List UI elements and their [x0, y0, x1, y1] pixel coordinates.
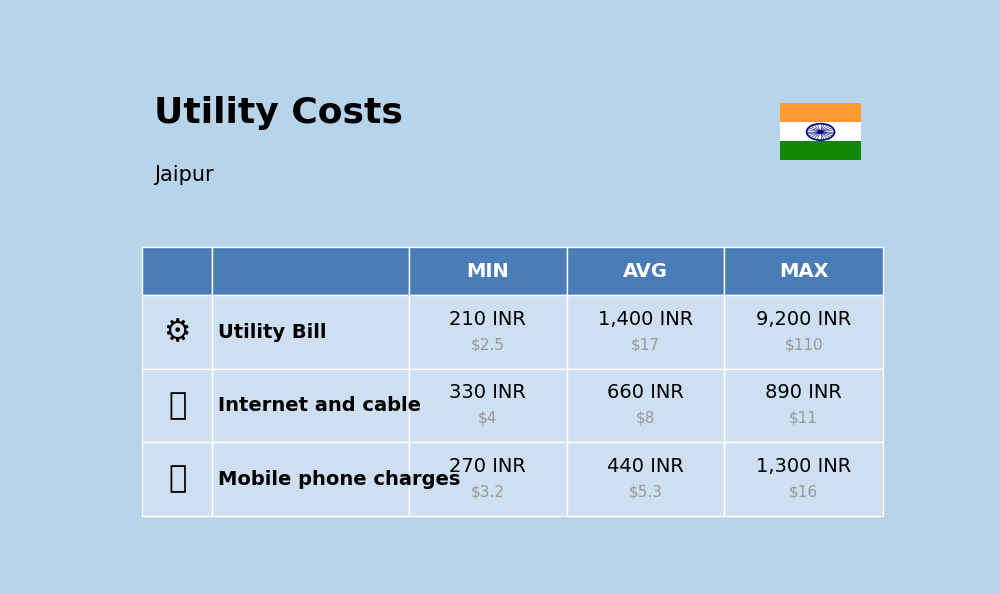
- Text: Utility Bill: Utility Bill: [218, 323, 327, 342]
- FancyBboxPatch shape: [567, 443, 724, 516]
- Text: MIN: MIN: [466, 262, 509, 281]
- Text: 660 INR: 660 INR: [607, 383, 684, 402]
- Text: 210 INR: 210 INR: [449, 310, 526, 329]
- FancyBboxPatch shape: [724, 295, 883, 369]
- FancyBboxPatch shape: [409, 295, 567, 369]
- Text: MAX: MAX: [779, 262, 828, 281]
- FancyBboxPatch shape: [212, 443, 409, 516]
- FancyBboxPatch shape: [142, 247, 212, 295]
- Text: 270 INR: 270 INR: [449, 457, 526, 476]
- Text: $110: $110: [784, 337, 823, 352]
- FancyBboxPatch shape: [212, 369, 409, 443]
- Text: 440 INR: 440 INR: [607, 457, 684, 476]
- FancyBboxPatch shape: [409, 247, 567, 295]
- Text: AVG: AVG: [623, 262, 668, 281]
- Text: $5.3: $5.3: [628, 485, 662, 500]
- FancyBboxPatch shape: [780, 122, 861, 141]
- Text: 📱: 📱: [168, 465, 186, 494]
- FancyBboxPatch shape: [780, 103, 861, 122]
- FancyBboxPatch shape: [724, 247, 883, 295]
- FancyBboxPatch shape: [724, 369, 883, 443]
- Text: 📶: 📶: [168, 391, 186, 420]
- Circle shape: [818, 131, 823, 133]
- Text: 1,300 INR: 1,300 INR: [756, 457, 851, 476]
- FancyBboxPatch shape: [212, 247, 409, 295]
- FancyBboxPatch shape: [567, 247, 724, 295]
- Text: Internet and cable: Internet and cable: [218, 396, 421, 415]
- Text: 1,400 INR: 1,400 INR: [598, 310, 693, 329]
- Text: Utility Costs: Utility Costs: [154, 96, 403, 131]
- Text: Jaipur: Jaipur: [154, 165, 214, 185]
- Text: $16: $16: [789, 485, 818, 500]
- Text: $4: $4: [478, 411, 497, 426]
- Text: ⚙: ⚙: [164, 318, 191, 347]
- Text: $8: $8: [636, 411, 655, 426]
- FancyBboxPatch shape: [567, 295, 724, 369]
- Text: $3.2: $3.2: [471, 485, 505, 500]
- FancyBboxPatch shape: [724, 443, 883, 516]
- FancyBboxPatch shape: [567, 369, 724, 443]
- FancyBboxPatch shape: [409, 443, 567, 516]
- Text: $2.5: $2.5: [471, 337, 505, 352]
- Text: 890 INR: 890 INR: [765, 383, 842, 402]
- FancyBboxPatch shape: [409, 369, 567, 443]
- Text: Mobile phone charges: Mobile phone charges: [218, 470, 461, 489]
- Text: $17: $17: [631, 337, 660, 352]
- Text: 330 INR: 330 INR: [449, 383, 526, 402]
- Text: 9,200 INR: 9,200 INR: [756, 310, 851, 329]
- FancyBboxPatch shape: [212, 295, 409, 369]
- FancyBboxPatch shape: [142, 369, 212, 443]
- FancyBboxPatch shape: [780, 141, 861, 160]
- Text: $11: $11: [789, 411, 818, 426]
- FancyBboxPatch shape: [142, 443, 212, 516]
- FancyBboxPatch shape: [142, 295, 212, 369]
